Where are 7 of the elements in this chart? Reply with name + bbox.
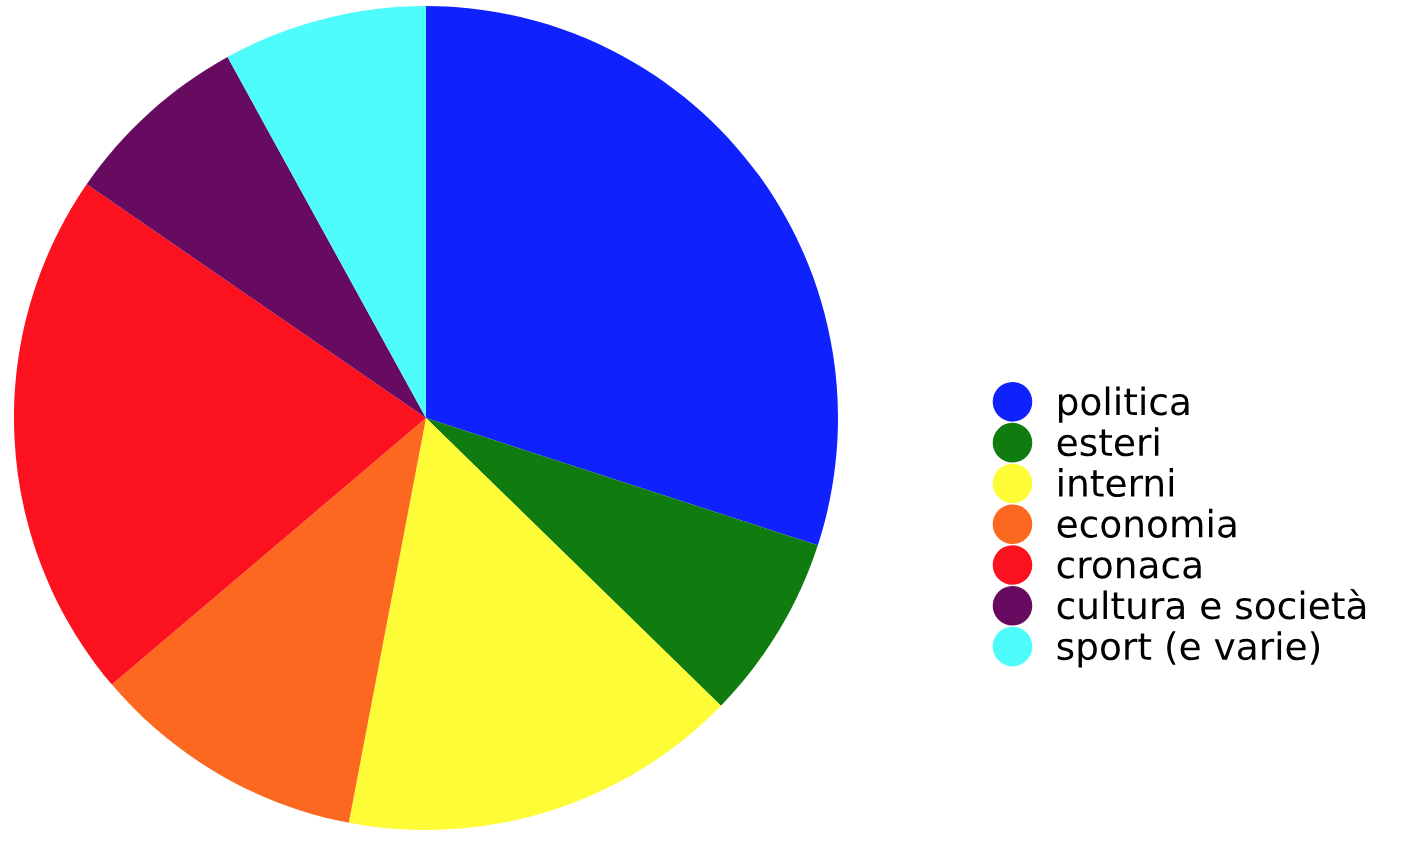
legend-label: esteri — [1057, 427, 1159, 457]
legend-label: sport (e varie) — [1057, 631, 1320, 668]
legend-label: politica — [1059, 386, 1189, 423]
legend-label: cronaca — [1057, 557, 1201, 579]
legend-label: interni — [1059, 468, 1174, 498]
legend-label: cultura e società — [1057, 588, 1366, 620]
legend-label: economia — [1057, 508, 1236, 538]
